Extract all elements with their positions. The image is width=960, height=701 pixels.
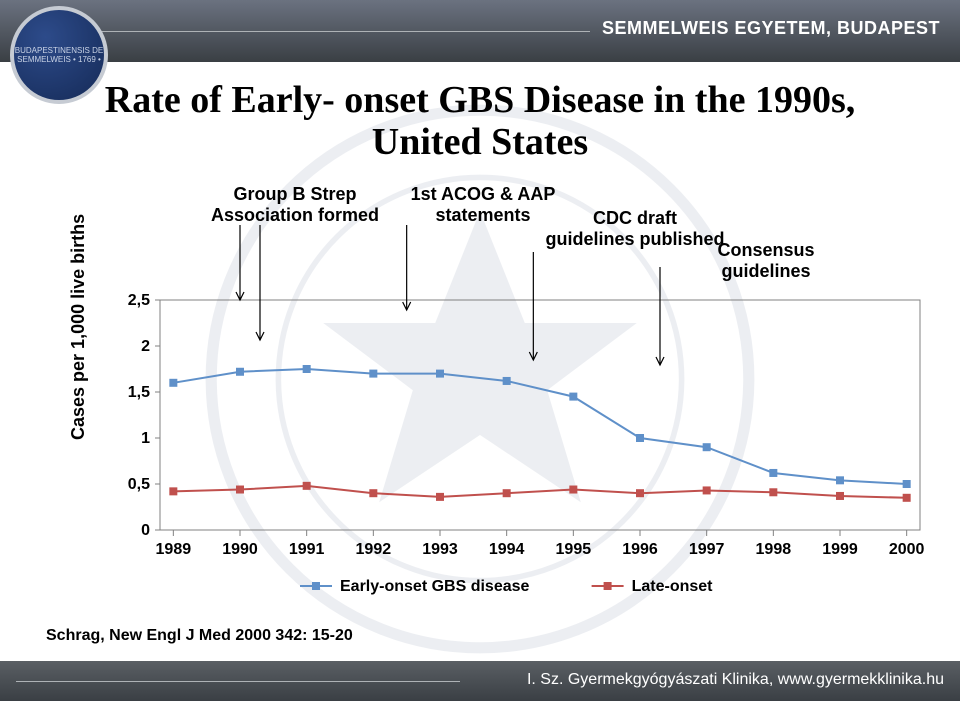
- svg-text:1995: 1995: [556, 541, 592, 558]
- svg-text:0: 0: [141, 522, 150, 539]
- svg-text:1,5: 1,5: [128, 384, 150, 401]
- svg-text:2: 2: [141, 338, 150, 355]
- svg-text:1998: 1998: [756, 541, 792, 558]
- bottom-bar: I. Sz. Gyermekgyógyászati Klinika, www.g…: [0, 661, 960, 701]
- svg-text:1990: 1990: [222, 541, 258, 558]
- university-name: SEMMELWEIS EGYETEM, BUDAPEST: [602, 18, 940, 39]
- svg-text:Early-onset GBS disease: Early-onset GBS disease: [340, 578, 530, 595]
- university-seal: BUDAPESTINENSIS DE SEMMELWEIS • 1769 •: [10, 6, 108, 104]
- svg-text:2000: 2000: [889, 541, 925, 558]
- svg-text:0,5: 0,5: [128, 476, 150, 493]
- svg-text:1999: 1999: [822, 541, 858, 558]
- svg-text:Late-onset: Late-onset: [632, 578, 714, 595]
- svg-text:1994: 1994: [489, 541, 525, 558]
- svg-text:1993: 1993: [422, 541, 458, 558]
- annotation-consensus: Consensus guidelines: [696, 240, 836, 281]
- svg-text:1996: 1996: [622, 541, 658, 558]
- svg-text:1991: 1991: [289, 541, 325, 558]
- svg-text:1992: 1992: [356, 541, 392, 558]
- svg-text:1: 1: [141, 430, 150, 447]
- top-bar: SEMMELWEIS EGYETEM, BUDAPEST: [0, 0, 960, 62]
- svg-text:1997: 1997: [689, 541, 725, 558]
- slide-title: Rate of Early- onset GBS Disease in the …: [0, 80, 960, 164]
- title-line-2: United States: [0, 122, 960, 164]
- bottombar-divider: [16, 681, 460, 682]
- gbs-rate-chart: 00,511,522,51989199019911992199319941995…: [130, 300, 920, 560]
- department-name: I. Sz. Gyermekgyógyászati Klinika, www.g…: [527, 671, 944, 689]
- citation: Schrag, New Engl J Med 2000 342: 15-20: [46, 627, 353, 645]
- svg-text:2,5: 2,5: [128, 292, 150, 309]
- y-axis-label: Cases per 1,000 live births: [68, 214, 89, 440]
- svg-text:1989: 1989: [156, 541, 192, 558]
- topbar-divider: [90, 31, 590, 32]
- title-line-1: Rate of Early- onset GBS Disease in the …: [0, 80, 960, 122]
- annotation-group-b-strep: Group B Strep Association formed: [200, 184, 390, 225]
